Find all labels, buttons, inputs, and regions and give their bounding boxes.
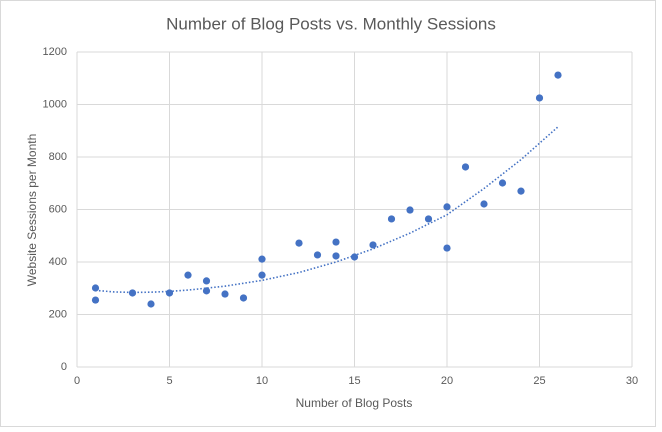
point <box>424 215 433 223</box>
point <box>443 244 451 252</box>
point <box>535 94 544 102</box>
y-tick-label: 1000 <box>43 98 67 110</box>
y-tick-label: 400 <box>49 256 67 268</box>
x-tick-label: 0 <box>74 375 80 387</box>
y-tick-label: 800 <box>49 151 67 163</box>
chart-title: Number of Blog Posts vs. Monthly Session… <box>166 14 496 33</box>
point <box>147 300 155 308</box>
point <box>165 289 174 297</box>
point <box>91 284 100 292</box>
point <box>554 71 562 79</box>
x-tick-label: 30 <box>626 375 638 387</box>
point <box>91 296 100 304</box>
point <box>239 294 248 302</box>
point <box>184 271 192 279</box>
y-tick-label: 0 <box>61 361 67 373</box>
x-tick-label: 20 <box>441 375 453 387</box>
point <box>443 203 451 211</box>
point <box>332 238 340 246</box>
point <box>258 255 266 263</box>
y-tick-label: 200 <box>49 308 67 320</box>
trendline <box>95 126 559 294</box>
point <box>332 252 340 260</box>
x-tick-label: 10 <box>256 375 268 387</box>
y-tick-label: 1200 <box>43 46 67 58</box>
point <box>258 271 266 279</box>
chart-area <box>0 0 656 427</box>
point <box>313 251 322 259</box>
point <box>202 287 211 295</box>
point <box>387 215 396 223</box>
y-axis-title: Website Sessions per Month <box>25 134 39 287</box>
point <box>498 179 507 187</box>
x-tick-label: 5 <box>166 375 172 387</box>
point <box>369 241 377 249</box>
point <box>480 200 488 208</box>
point <box>350 253 359 261</box>
point <box>461 163 470 171</box>
point <box>406 206 414 214</box>
point <box>202 277 211 285</box>
point <box>517 187 525 195</box>
point <box>295 239 303 247</box>
point <box>221 290 229 298</box>
point <box>128 289 137 297</box>
x-tick-label: 15 <box>348 375 360 387</box>
x-tick-label: 25 <box>533 375 545 387</box>
x-axis-title: Number of Blog Posts <box>296 396 413 410</box>
y-tick-label: 600 <box>49 203 67 215</box>
